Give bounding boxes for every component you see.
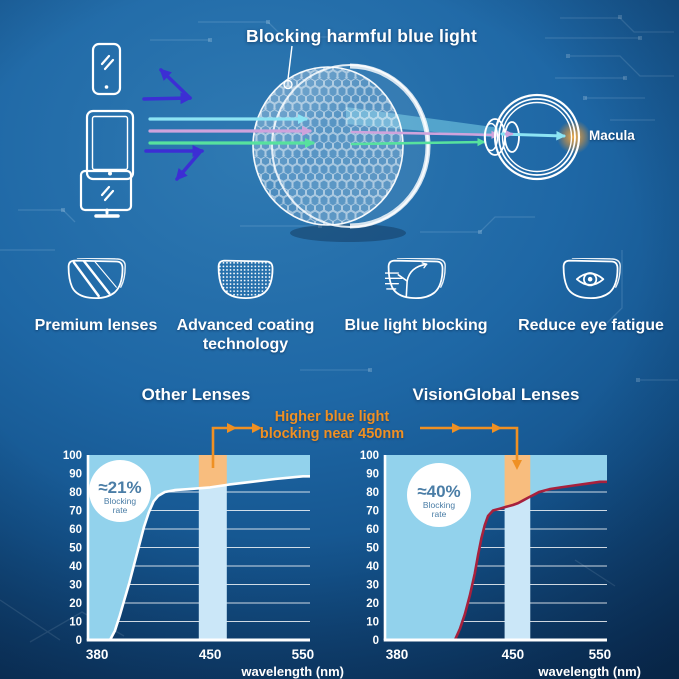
svg-text:80: 80 xyxy=(366,487,379,499)
feature-premium-lenses: Premium lenses xyxy=(11,258,181,336)
blue-light-blocking-icon xyxy=(385,258,446,300)
svg-text:90: 90 xyxy=(69,469,82,481)
svg-text:60: 60 xyxy=(69,524,82,536)
svg-text:50: 50 xyxy=(69,543,82,555)
svg-text:40: 40 xyxy=(366,561,379,573)
svg-text:0: 0 xyxy=(373,635,379,647)
svg-text:380: 380 xyxy=(86,647,109,662)
macula-label: Macula xyxy=(589,128,635,143)
svg-text:rate: rate xyxy=(113,505,128,515)
svg-text:70: 70 xyxy=(69,506,82,518)
svg-text:wavelength (nm): wavelength (nm) xyxy=(240,664,344,679)
coating-lens-icon xyxy=(217,259,273,300)
svg-text:50: 50 xyxy=(366,543,379,555)
incoming-light-rays xyxy=(148,113,316,149)
svg-text:550: 550 xyxy=(589,647,612,662)
feature-advanced-coating: Advanced coating technology xyxy=(163,258,328,355)
left-chart-title: Other Lenses xyxy=(141,385,251,404)
svg-text:60: 60 xyxy=(366,524,379,536)
svg-text:rate: rate xyxy=(432,509,447,519)
other-lenses-chart: 0 10 20 30 40 50 60 70 80 90 100 380 450 550 wavelengt… xyxy=(58,443,358,679)
svg-text:≈21%: ≈21% xyxy=(98,478,141,497)
svg-text:450: 450 xyxy=(502,647,525,662)
svg-text:≈40%: ≈40% xyxy=(417,482,460,501)
rays-inside-eye xyxy=(500,130,566,141)
lens-icon xyxy=(252,63,431,229)
monitor-icon xyxy=(79,169,133,218)
honeycomb-coating xyxy=(252,66,404,226)
svg-text:90: 90 xyxy=(366,469,379,481)
smartphone-icon xyxy=(91,42,122,96)
blue-light-annotation: Higher blue light blocking near 450nm xyxy=(259,409,405,442)
svg-text:wavelength (nm): wavelength (nm) xyxy=(537,664,641,679)
svg-text:30: 30 xyxy=(366,580,379,592)
eye-icon xyxy=(483,93,581,181)
feature-label: Advanced coating technology xyxy=(176,317,315,353)
cornea xyxy=(484,118,506,156)
feature-reduce-eye-fatigue: Reduce eye fatigue xyxy=(506,258,676,336)
tablet-icon xyxy=(85,109,135,181)
svg-text:10: 10 xyxy=(69,617,82,629)
svg-text:450: 450 xyxy=(199,647,222,662)
eye-symbol xyxy=(575,272,605,287)
filtered-light-rays xyxy=(350,130,500,147)
svg-text:70: 70 xyxy=(366,506,379,518)
transmitted-light-cone xyxy=(346,107,500,138)
lens-shadow xyxy=(290,224,406,242)
svg-text:550: 550 xyxy=(292,647,315,662)
svg-text:40: 40 xyxy=(69,561,82,573)
svg-text:Blocking: Blocking xyxy=(423,500,455,510)
svg-text:0: 0 xyxy=(76,635,82,647)
svg-text:Blocking: Blocking xyxy=(104,496,136,506)
svg-text:100: 100 xyxy=(63,450,82,462)
svg-text:20: 20 xyxy=(366,598,379,610)
svg-text:100: 100 xyxy=(360,450,379,462)
feature-label: Blue light blocking xyxy=(344,317,488,334)
title-leader-line xyxy=(283,45,293,90)
svg-text:20: 20 xyxy=(69,598,82,610)
svg-text:30: 30 xyxy=(69,580,82,592)
svg-text:10: 10 xyxy=(366,617,379,629)
feature-label: Premium lenses xyxy=(34,317,158,334)
svg-text:380: 380 xyxy=(386,647,409,662)
svg-text:80: 80 xyxy=(69,487,82,499)
reflected-light-arrows xyxy=(142,68,205,181)
feature-label: Reduce eye fatigue xyxy=(518,317,664,334)
features-row: Premium lenses Advanced coating technolo… xyxy=(0,258,679,358)
visionglobal-lenses-chart: 0 10 20 30 40 50 60 70 80 90 100 380 450 550 wavelengt… xyxy=(355,443,655,679)
hero-title: Blocking harmful blue light xyxy=(246,26,477,46)
macula-glow xyxy=(557,120,591,154)
reduce-eye-fatigue-icon xyxy=(562,258,621,300)
right-chart-title: VisionGlobal Lenses xyxy=(412,385,580,404)
feature-blue-light-blocking: Blue light blocking xyxy=(331,258,501,336)
premium-lens-icon xyxy=(67,258,126,300)
crystalline-lens xyxy=(504,121,520,153)
